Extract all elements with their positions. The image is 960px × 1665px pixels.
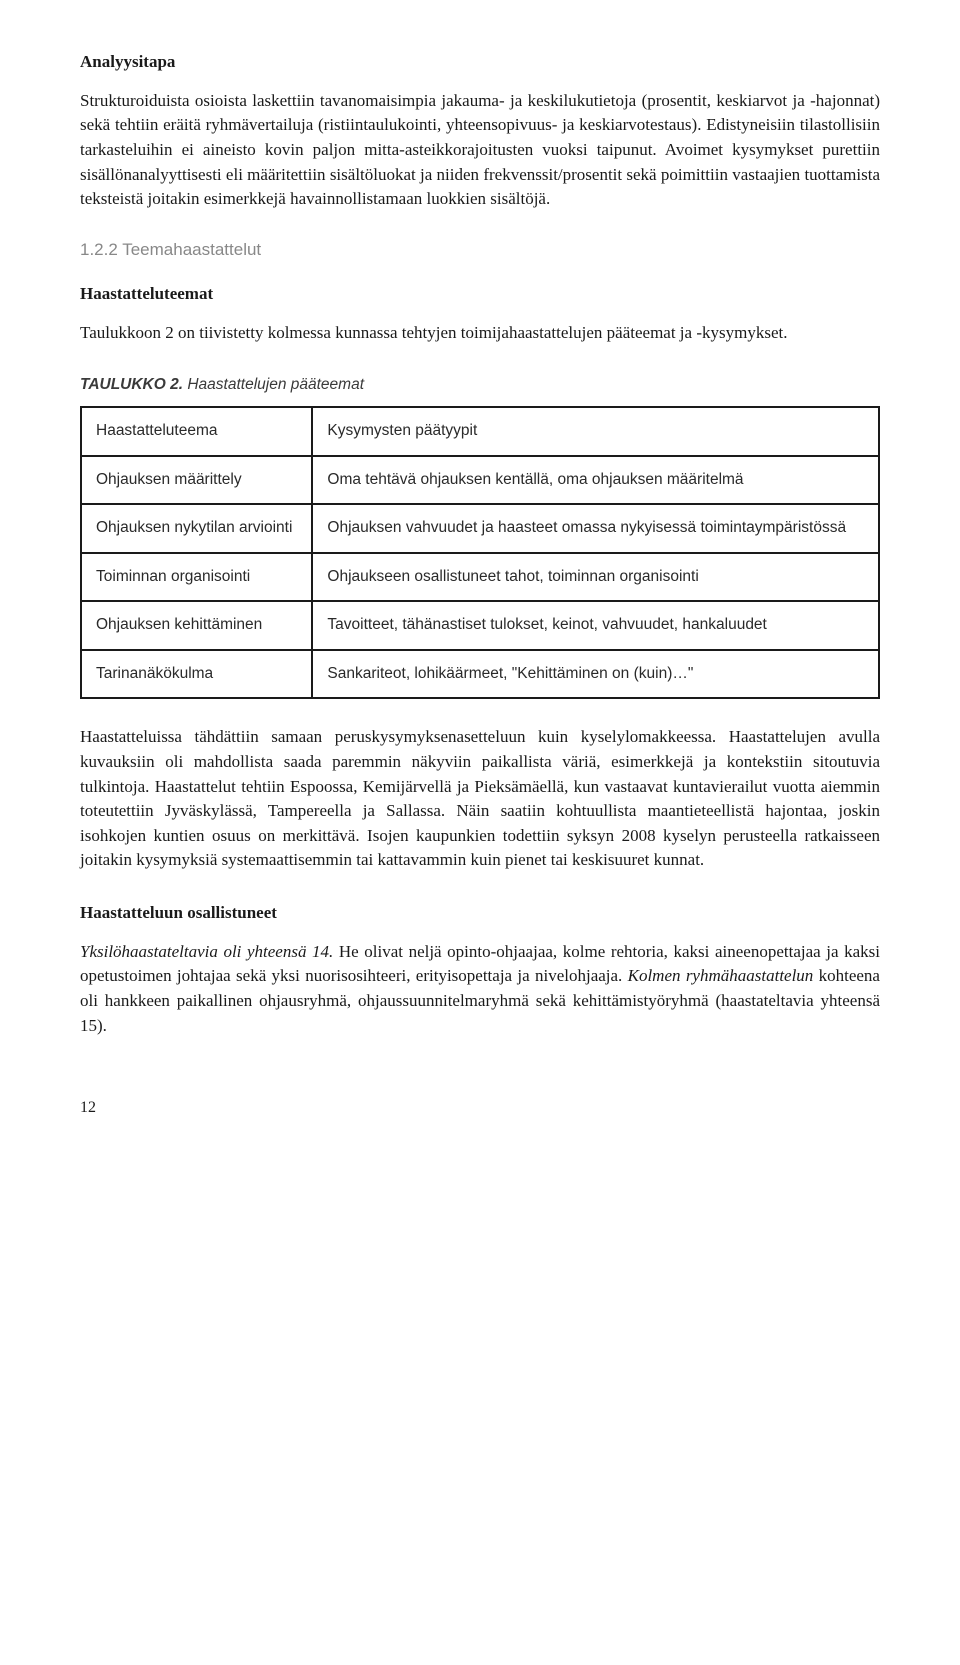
italic-span: Yksilöhaastateltavia oli yhteensä 14. [80,942,333,961]
paragraph-3: Haastatteluissa tähdättiin samaan perusk… [80,725,880,873]
table-cell: Ohjaukseen osallistuneet tahot, toiminna… [312,553,879,601]
table-cell: Oma tehtävä ohjauksen kentällä, oma ohja… [312,456,879,504]
paragraph-1: Strukturoiduista osioista laskettiin tav… [80,89,880,212]
table-row: Ohjauksen kehittäminen Tavoitteet, tähän… [81,601,879,649]
table-header-cell: Kysymysten päätyypit [312,407,879,455]
page-number: 12 [80,1096,880,1119]
section-heading-haastatteluteemat: Haastatteluteemat [80,282,880,307]
table-row: Tarinanäkökulma Sankariteot, lohikäärmee… [81,650,879,698]
subsection-number: 1.2.2 Teemahaastattelut [80,238,880,263]
paragraph-4: Yksilöhaastateltavia oli yhteensä 14. He… [80,940,880,1039]
section-heading-haastatteluun-osallistuneet: Haastatteluun osallistuneet [80,901,880,926]
table-header-cell: Haastatteluteema [81,407,312,455]
table-haastattelujen-paateemat: Haastatteluteema Kysymysten päätyypit Oh… [80,406,880,699]
table-cell: Ohjauksen nykytilan arviointi [81,504,312,552]
table-cell: Toiminnan organisointi [81,553,312,601]
table-cell: Ohjauksen määrittely [81,456,312,504]
table-cell: Tavoitteet, tähänastiset tulokset, keino… [312,601,879,649]
table-cell: Tarinanäkökulma [81,650,312,698]
table-cell: Ohjauksen kehittäminen [81,601,312,649]
table-row: Toiminnan organisointi Ohjaukseen osalli… [81,553,879,601]
table-row: Ohjauksen määrittely Oma tehtävä ohjauks… [81,456,879,504]
italic-span: Kolmen ryhmähaastattelun [628,966,814,985]
section-heading-analyysitapa: Analyysitapa [80,50,880,75]
table-cell: Ohjauksen vahvuudet ja haasteet omassa n… [312,504,879,552]
table-caption-title: Haastattelujen pääteemat [183,376,364,393]
table-header-row: Haastatteluteema Kysymysten päätyypit [81,407,879,455]
paragraph-2: Taulukkoon 2 on tiivistetty kolmessa kun… [80,321,880,346]
table-row: Ohjauksen nykytilan arviointi Ohjauksen … [81,504,879,552]
table-caption-label: TAULUKKO 2. [80,376,183,393]
table-caption: TAULUKKO 2. Haastattelujen pääteemat [80,372,880,397]
table-cell: Sankariteot, lohikäärmeet, "Kehittäminen… [312,650,879,698]
